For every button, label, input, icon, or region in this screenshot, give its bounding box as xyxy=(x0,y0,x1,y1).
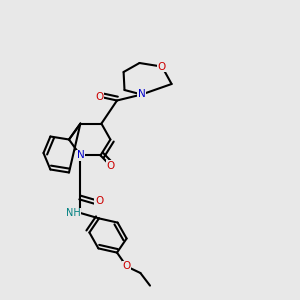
Text: O: O xyxy=(95,92,103,102)
Text: N: N xyxy=(138,89,146,100)
Text: O: O xyxy=(122,261,131,272)
Text: NH: NH xyxy=(65,208,80,218)
Text: O: O xyxy=(106,160,115,171)
Text: O: O xyxy=(95,196,103,206)
Text: O: O xyxy=(158,61,166,72)
Text: N: N xyxy=(76,150,84,161)
